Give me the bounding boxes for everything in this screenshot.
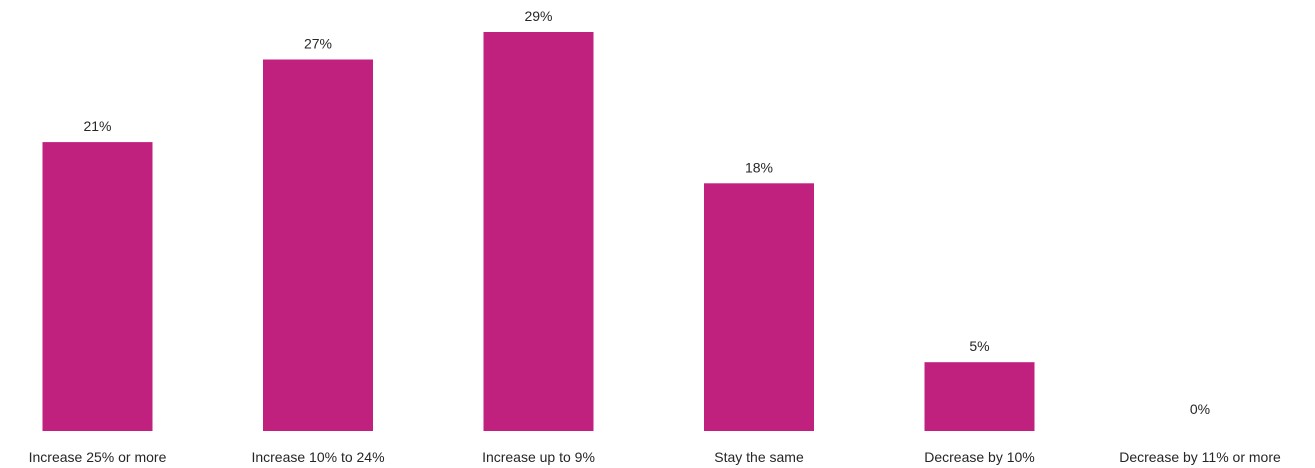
data-label-6: 0% [1190, 401, 1210, 417]
x-tick-label-4: Stay the same [714, 449, 804, 465]
bar-1 [42, 142, 153, 431]
bars-layer [42, 32, 1035, 431]
x-axis-tick-labels: Increase 25% or more Increase 10% to 24% I… [29, 449, 1281, 465]
data-labels-layer: 21% 27% 29% 18% 5% 0% [83, 8, 1210, 417]
bar-4 [704, 183, 814, 431]
data-label-5: 5% [969, 338, 989, 354]
x-tick-label-3: Increase up to 9% [482, 449, 595, 465]
data-label-3: 29% [524, 8, 552, 24]
data-label-4: 18% [745, 159, 773, 175]
data-label-2: 27% [304, 36, 332, 52]
bar-5 [924, 362, 1035, 431]
data-label-1: 21% [83, 118, 111, 134]
x-tick-label-5: Decrease by 10% [924, 449, 1035, 465]
x-tick-label-6: Decrease by 11% or more [1119, 449, 1281, 465]
x-tick-label-2: Increase 10% to 24% [251, 449, 384, 465]
bar-3 [483, 32, 594, 431]
bar-2 [263, 59, 373, 431]
x-tick-label-1: Increase 25% or more [29, 449, 167, 465]
